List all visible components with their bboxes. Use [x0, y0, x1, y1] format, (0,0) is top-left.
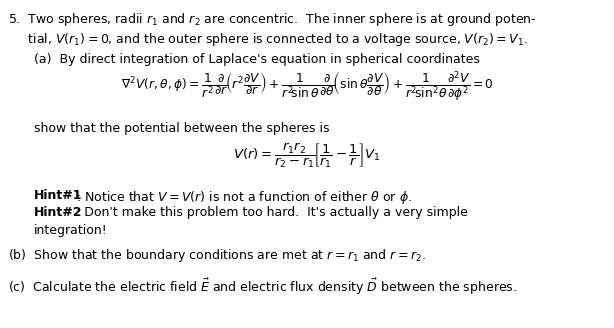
Text: 5.  Two spheres, radii $r_1$ and $r_2$ are concentric.  The inner sphere is at g: 5. Two spheres, radii $r_1$ and $r_2$ ar…: [8, 11, 537, 29]
Text: show that the potential between the spheres is: show that the potential between the sphe…: [34, 122, 329, 135]
Text: : Notice that $V = V(r)$ is not a function of either $\theta$ or $\phi$.: : Notice that $V = V(r)$ is not a functi…: [76, 189, 411, 206]
Text: tial, $V(r_1) = 0$, and the outer sphere is connected to a voltage source, $V(r_: tial, $V(r_1) = 0$, and the outer sphere…: [8, 31, 528, 48]
Text: (b)  Show that the boundary conditions are met at $r = r_1$ and $r = r_2$.: (b) Show that the boundary conditions ar…: [8, 247, 426, 264]
Text: $\nabla^2 V(r,\theta,\phi) = \dfrac{1}{r^2}\dfrac{\partial}{\partial r}\!\left(r: $\nabla^2 V(r,\theta,\phi) = \dfrac{1}{r…: [121, 70, 493, 104]
Text: (a)  By direct integration of Laplace's equation in spherical coordinates: (a) By direct integration of Laplace's e…: [34, 53, 480, 66]
Text: Hint#1: Hint#1: [34, 189, 82, 202]
Text: : Don't make this problem too hard.  It's actually a very simple: : Don't make this problem too hard. It's…: [76, 206, 467, 219]
Text: $V(r) = \dfrac{r_1 r_2}{r_2 - r_1}\!\left[\dfrac{1}{r_1} - \dfrac{1}{r}\right] V: $V(r) = \dfrac{r_1 r_2}{r_2 - r_1}\!\lef…: [233, 142, 381, 170]
Text: Hint#2: Hint#2: [34, 206, 82, 219]
Text: integration!: integration!: [34, 224, 107, 237]
Text: (c)  Calculate the electric field $\vec{E}$ and electric flux density $\vec{D}$ : (c) Calculate the electric field $\vec{E…: [8, 277, 517, 297]
